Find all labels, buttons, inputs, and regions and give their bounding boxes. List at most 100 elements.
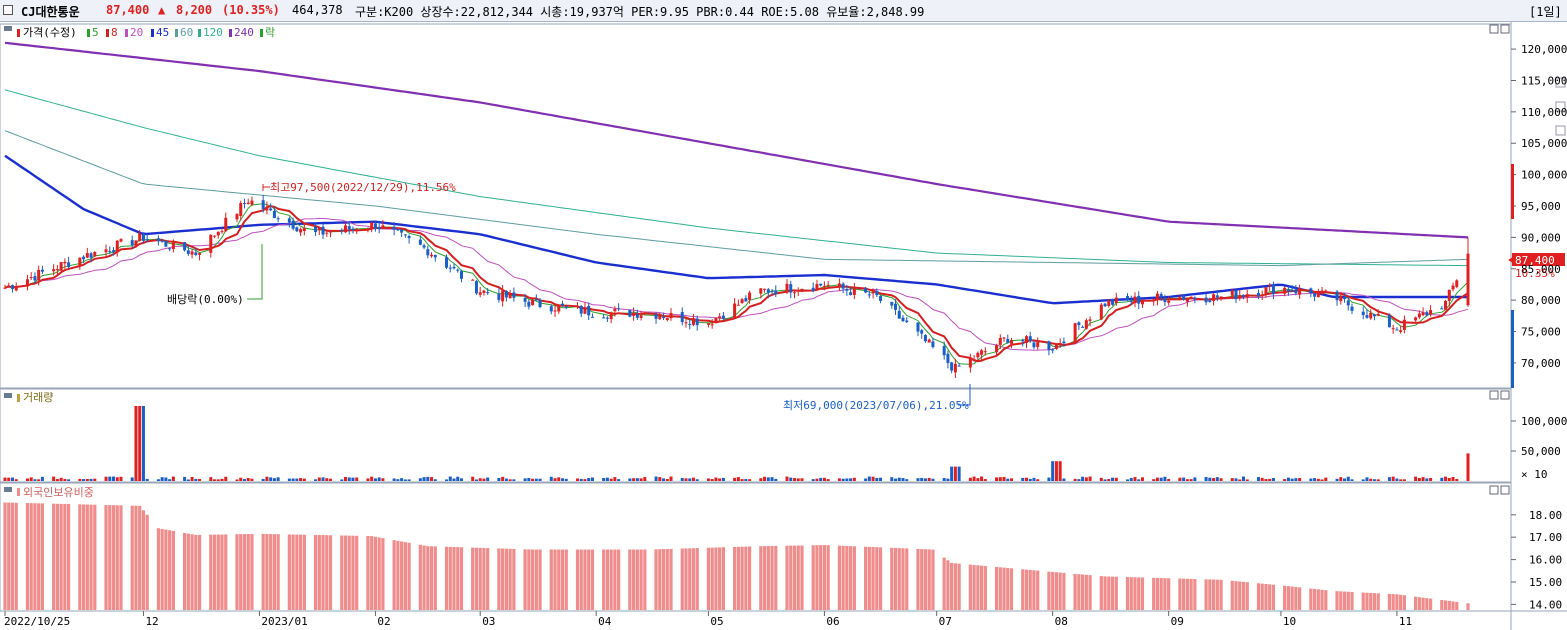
volume-bar xyxy=(145,478,149,481)
side-scroll-buttons[interactable] xyxy=(1555,77,1566,136)
panel-handle-icon[interactable] xyxy=(4,393,12,398)
volume-bar xyxy=(486,477,490,481)
volume-bar xyxy=(130,477,134,481)
volume-bar xyxy=(25,478,29,481)
volume-bar xyxy=(1256,477,1260,481)
date-axis-label: 05 xyxy=(710,615,723,628)
candle-body xyxy=(1425,312,1429,316)
volume-bar xyxy=(1283,479,1287,481)
candle-body xyxy=(486,292,490,294)
candle-body xyxy=(849,292,853,296)
foreign-ratio-bar xyxy=(313,534,318,610)
stock-header-bar: CJ대한통운 87,400 ▲ 8,200 (10.35%) 464,378 구… xyxy=(0,0,1567,22)
ma45-line xyxy=(4,154,1468,305)
candle-body xyxy=(1387,315,1391,328)
candle-body xyxy=(426,249,430,256)
period-selector[interactable]: [1일] xyxy=(1529,5,1562,19)
foreign-ratio-bar xyxy=(501,548,505,610)
candle-body xyxy=(587,305,591,316)
volume-bar xyxy=(366,478,370,481)
foreign-ratio-bar xyxy=(486,548,490,610)
volume-bar xyxy=(471,476,475,481)
candle-body xyxy=(422,245,426,248)
candle-body xyxy=(691,318,695,325)
volume-bar xyxy=(1137,479,1141,481)
candle-body xyxy=(602,317,606,319)
volume-bar xyxy=(504,478,508,481)
foreign-ratio-bar xyxy=(691,548,696,610)
foreign-ratio-bar xyxy=(1215,579,1219,610)
volume-bar xyxy=(276,477,280,481)
candle-body xyxy=(1215,295,1219,298)
foreign-ratio-bar xyxy=(669,548,673,610)
foreign-ratio-bar xyxy=(1372,593,1377,610)
candle-body xyxy=(871,291,875,294)
volume-bar xyxy=(33,479,37,481)
foreign-ratio-bar xyxy=(10,502,15,610)
volume-bar xyxy=(579,478,583,481)
candle-body xyxy=(396,229,400,231)
foreign-ratio-bar xyxy=(1339,591,1343,610)
date-axis-label: 04 xyxy=(598,615,612,628)
volume-bar xyxy=(265,476,269,481)
foreign-ratio-bar xyxy=(747,546,752,610)
candle-body xyxy=(1058,343,1062,345)
date-axis-label: 10 xyxy=(1283,615,1296,628)
foreign-ratio-bar xyxy=(1032,570,1036,610)
candle-body xyxy=(920,330,924,334)
foreign-ratio-bar xyxy=(1283,585,1287,610)
volume-bar xyxy=(1212,478,1216,481)
foreign-ratio-bar xyxy=(658,549,662,610)
candle-body xyxy=(1369,312,1373,319)
volume-bar xyxy=(213,479,217,481)
ma60-line xyxy=(4,130,1469,267)
volume-bar xyxy=(52,476,56,481)
panel-handle-icon[interactable] xyxy=(4,26,12,31)
foreign-ratio-bar xyxy=(1399,594,1403,610)
candle-body xyxy=(459,271,463,279)
price-panel-controls[interactable] xyxy=(1489,24,1510,495)
candle-body xyxy=(478,292,482,295)
foreign-ratio-bar xyxy=(1387,593,1392,610)
foreign-ratio-bar xyxy=(583,549,587,610)
foreign-ratio-bar xyxy=(418,544,422,610)
foreign-ratio-bar xyxy=(695,548,699,610)
foreign-ratio-bar xyxy=(111,505,116,610)
foreign-ratio-bar xyxy=(590,549,595,610)
foreign-ratio-bar xyxy=(953,563,957,610)
legend-ma45: 45 xyxy=(156,26,169,39)
price-axis-label: 70,000 xyxy=(1521,357,1561,370)
candle-body xyxy=(471,279,475,281)
candle-body xyxy=(104,249,108,253)
stock-name[interactable]: CJ대한통운 xyxy=(21,5,80,19)
volume-bar xyxy=(549,476,553,481)
volume-bar xyxy=(1444,476,1448,481)
volume-bar xyxy=(1447,477,1451,481)
volume-bar xyxy=(112,476,116,481)
volume-bar xyxy=(1103,479,1107,481)
candle-body xyxy=(688,324,692,326)
candle-body xyxy=(561,303,565,306)
volume-bar xyxy=(418,478,422,481)
volume-bar xyxy=(1376,479,1380,481)
candle-body xyxy=(957,365,961,367)
foreign-ratio-bar xyxy=(564,549,568,610)
foreign-ratio-bar xyxy=(1185,578,1189,610)
foreign-ratio-bar xyxy=(1425,598,1429,610)
foreign-ratio-bar xyxy=(609,549,613,610)
foreign-ratio-bar xyxy=(1241,581,1246,610)
candle-body xyxy=(680,312,684,323)
foreign-ratio-bar xyxy=(1316,589,1320,610)
candle-body xyxy=(171,240,175,250)
foreign-ratio-bar xyxy=(710,547,714,610)
candle-body xyxy=(1114,297,1118,303)
volume-bar xyxy=(1155,477,1159,481)
foreign-ratio-bar xyxy=(632,549,636,610)
volume-bar xyxy=(931,478,935,481)
select-checkbox[interactable] xyxy=(3,5,13,15)
candle-body xyxy=(845,289,849,291)
panel-handle-icon[interactable] xyxy=(4,487,12,492)
volume-bar xyxy=(392,478,396,481)
candle-body xyxy=(875,291,879,295)
foreign-ratio-bar xyxy=(688,548,692,610)
